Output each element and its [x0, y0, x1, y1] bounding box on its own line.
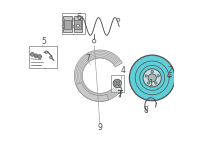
Circle shape: [92, 39, 96, 43]
Circle shape: [31, 53, 33, 55]
Circle shape: [157, 75, 159, 77]
Circle shape: [114, 85, 116, 86]
Circle shape: [34, 54, 38, 58]
Circle shape: [72, 19, 75, 21]
Text: 1: 1: [148, 79, 153, 88]
Text: 4: 4: [120, 66, 125, 75]
FancyBboxPatch shape: [74, 16, 82, 32]
Wedge shape: [74, 50, 122, 101]
Text: 7: 7: [86, 54, 91, 63]
Circle shape: [113, 79, 121, 88]
FancyBboxPatch shape: [62, 13, 85, 34]
FancyBboxPatch shape: [74, 20, 81, 29]
Circle shape: [38, 55, 42, 59]
Circle shape: [143, 69, 161, 87]
Text: 6: 6: [77, 13, 82, 22]
Text: 3: 3: [117, 87, 122, 96]
Circle shape: [155, 82, 157, 84]
FancyBboxPatch shape: [29, 46, 57, 68]
Circle shape: [39, 56, 41, 58]
Circle shape: [119, 85, 120, 86]
Circle shape: [49, 56, 52, 59]
Circle shape: [119, 80, 120, 82]
Circle shape: [147, 82, 150, 84]
Text: 2: 2: [167, 66, 172, 75]
FancyBboxPatch shape: [64, 20, 71, 29]
Circle shape: [115, 81, 120, 86]
Circle shape: [129, 55, 175, 101]
Circle shape: [45, 51, 48, 54]
FancyBboxPatch shape: [63, 16, 72, 32]
Circle shape: [114, 80, 116, 82]
Circle shape: [148, 74, 156, 82]
Circle shape: [72, 25, 75, 28]
Circle shape: [30, 52, 34, 56]
Circle shape: [62, 25, 64, 28]
FancyBboxPatch shape: [111, 75, 124, 92]
Circle shape: [151, 70, 153, 73]
Circle shape: [168, 74, 171, 77]
Circle shape: [145, 75, 147, 77]
Circle shape: [119, 95, 121, 97]
Circle shape: [62, 19, 64, 21]
Wedge shape: [76, 82, 109, 101]
Text: 9: 9: [98, 123, 102, 132]
Text: 5: 5: [41, 37, 46, 46]
Circle shape: [35, 55, 37, 57]
Text: 8: 8: [144, 106, 149, 115]
Circle shape: [117, 18, 120, 21]
Circle shape: [116, 82, 118, 85]
Circle shape: [76, 24, 79, 27]
